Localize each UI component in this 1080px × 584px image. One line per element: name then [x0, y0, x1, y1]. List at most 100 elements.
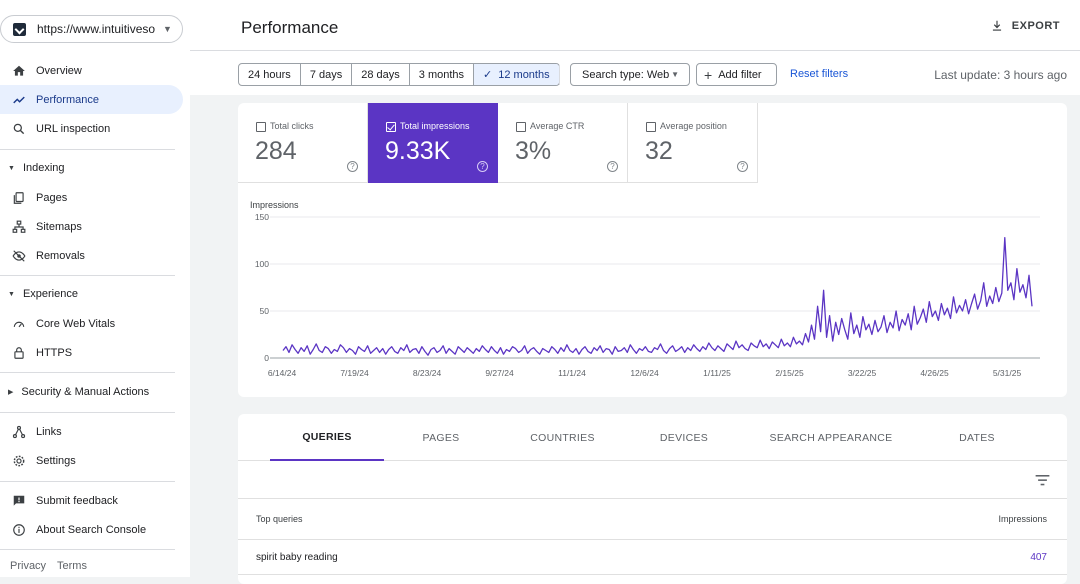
- help-icon[interactable]: ?: [347, 161, 358, 172]
- tab-search-appearance[interactable]: SEARCH APPEARANCE: [769, 431, 893, 444]
- x-tick-label: 8/23/24: [413, 368, 442, 378]
- export-button[interactable]: EXPORT: [990, 19, 1060, 33]
- visibility-off-icon: [12, 249, 26, 263]
- section-indexing[interactable]: ▼ Indexing: [0, 155, 183, 181]
- range-7-days[interactable]: 7 days: [301, 64, 353, 85]
- range-28-days[interactable]: 28 days: [352, 64, 410, 85]
- range-24-hours[interactable]: 24 hours: [239, 64, 301, 85]
- help-icon[interactable]: ?: [477, 161, 488, 172]
- checkbox-icon: [386, 122, 396, 132]
- metric-total-impressions[interactable]: Total impressions 9.33K ?: [368, 103, 498, 183]
- sidebar-item-removals[interactable]: Removals: [0, 241, 183, 270]
- y-axis-label: Impressions: [250, 200, 299, 210]
- caret-down-icon: ▼: [671, 70, 679, 79]
- range-3-months[interactable]: 3 months: [410, 64, 475, 85]
- range-label: 3 months: [418, 68, 465, 81]
- metric-label: Average CTR: [530, 121, 585, 131]
- table-row[interactable]: spirit baby reading 407: [238, 540, 1067, 575]
- query-cell: spirit baby reading: [256, 552, 338, 563]
- sidebar-item-label: Pages: [36, 191, 68, 204]
- links-icon: [12, 425, 26, 439]
- column-header-impressions[interactable]: Impressions: [998, 514, 1047, 524]
- chevron-down-icon: ▼: [163, 24, 172, 34]
- sidebar-item-label: Submit feedback: [36, 494, 118, 507]
- sidebar-item-performance[interactable]: Performance: [0, 85, 183, 114]
- metric-total-clicks[interactable]: Total clicks 284 ?: [238, 103, 368, 183]
- sidebar-item-submit-feedback[interactable]: Submit feedback: [0, 486, 183, 515]
- tab-dates[interactable]: DATES: [959, 431, 995, 444]
- sidebar-item-links[interactable]: Links: [0, 417, 183, 446]
- search-type-dropdown[interactable]: Search type: Web ▼: [570, 63, 690, 86]
- help-icon[interactable]: ?: [737, 161, 748, 172]
- section-label: Experience: [22, 288, 78, 300]
- checkbox-icon: [256, 122, 266, 132]
- export-label: EXPORT: [1011, 20, 1060, 32]
- gear-icon: [12, 454, 26, 468]
- range-12-months[interactable]: ✓ 12 months: [474, 64, 559, 85]
- range-label: 28 days: [361, 68, 400, 81]
- sidebar-item-settings[interactable]: Settings: [0, 446, 183, 475]
- column-header-queries[interactable]: Top queries: [256, 514, 303, 524]
- terms-link[interactable]: Terms: [57, 560, 87, 572]
- reset-filters-link[interactable]: Reset filters: [790, 68, 849, 80]
- help-icon[interactable]: ?: [607, 161, 618, 172]
- sidebar-item-https[interactable]: HTTPS: [0, 338, 183, 367]
- divider: [0, 481, 175, 482]
- tab-pages[interactable]: PAGES: [422, 431, 460, 444]
- metric-value: 284: [255, 137, 297, 165]
- date-range-selector: 24 hours 7 days 28 days 3 months ✓ 12 mon…: [238, 63, 560, 86]
- x-tick-label: 5/31/25: [993, 368, 1022, 378]
- chart-svg: Impressions 0 50 100 150 6/14/24 7/19/24 8/23/2…: [250, 200, 1040, 378]
- y-tick-label: 100: [255, 259, 269, 269]
- section-label: Indexing: [22, 162, 65, 174]
- range-label: 24 hours: [248, 68, 291, 81]
- sidebar-item-about[interactable]: About Search Console: [0, 515, 183, 544]
- metric-value: 32: [645, 137, 673, 165]
- x-tick-label: 12/6/24: [630, 368, 659, 378]
- privacy-link[interactable]: Privacy: [10, 560, 47, 572]
- x-tick-label: 11/1/24: [558, 368, 586, 378]
- performance-chart-card: Total clicks 284 ? Total impressions 9.3…: [238, 103, 1067, 397]
- sitemap-icon: [12, 220, 26, 234]
- range-label: 12 months: [498, 68, 550, 81]
- metric-average-ctr[interactable]: Average CTR 3% ?: [498, 103, 628, 183]
- x-tick-label: 7/19/24: [340, 368, 369, 378]
- sidebar-item-core-web-vitals[interactable]: Core Web Vitals: [0, 309, 183, 338]
- divider: [0, 412, 175, 413]
- metric-label: Total impressions: [400, 121, 470, 131]
- range-label: 7 days: [309, 68, 343, 81]
- sidebar-item-label: Settings: [36, 454, 76, 467]
- site-favicon-icon: [13, 22, 26, 36]
- y-tick-label: 150: [255, 212, 269, 222]
- property-selector[interactable]: https://www.intuitiveso... ▼: [0, 15, 183, 43]
- section-security[interactable]: ▶ Security & Manual Actions: [0, 379, 183, 405]
- sidebar-item-overview[interactable]: Overview: [0, 56, 183, 85]
- metric-value: 9.33K: [385, 137, 451, 165]
- table-filter-row: [238, 461, 1067, 499]
- check-icon: ✓: [483, 69, 493, 81]
- divider: [0, 549, 175, 550]
- feedback-icon: [12, 494, 26, 508]
- plus-icon: +: [704, 66, 713, 83]
- info-icon: [12, 523, 26, 537]
- filter-list-icon[interactable]: [1035, 474, 1050, 486]
- metric-average-position[interactable]: Average position 32 ?: [628, 103, 758, 183]
- sidebar-item-label: URL inspection: [36, 122, 111, 135]
- divider: [0, 372, 175, 373]
- section-label: Security & Manual Actions: [21, 386, 150, 398]
- sidebar-item-label: Core Web Vitals: [36, 317, 116, 330]
- sidebar-item-label: About Search Console: [36, 523, 147, 536]
- tab-devices[interactable]: DEVICES: [659, 431, 709, 444]
- impressions-cell: 407: [1030, 552, 1047, 563]
- sidebar-item-pages[interactable]: Pages: [0, 183, 183, 212]
- sidebar-item-sitemaps[interactable]: Sitemaps: [0, 212, 183, 241]
- last-update-text: Last update: 3 hours ago: [934, 68, 1067, 82]
- sidebar-item-label: Removals: [36, 249, 85, 262]
- section-experience[interactable]: ▼ Experience: [0, 281, 183, 307]
- sidebar-item-label: HTTPS: [36, 346, 73, 359]
- tab-queries[interactable]: QUERIES: [270, 414, 384, 461]
- sidebar-item-url-inspection[interactable]: URL inspection: [0, 114, 183, 143]
- tab-countries[interactable]: COUNTRIES: [530, 431, 595, 444]
- sidebar-item-label: Links: [36, 425, 62, 438]
- add-filter-button[interactable]: + Add filter: [696, 63, 777, 86]
